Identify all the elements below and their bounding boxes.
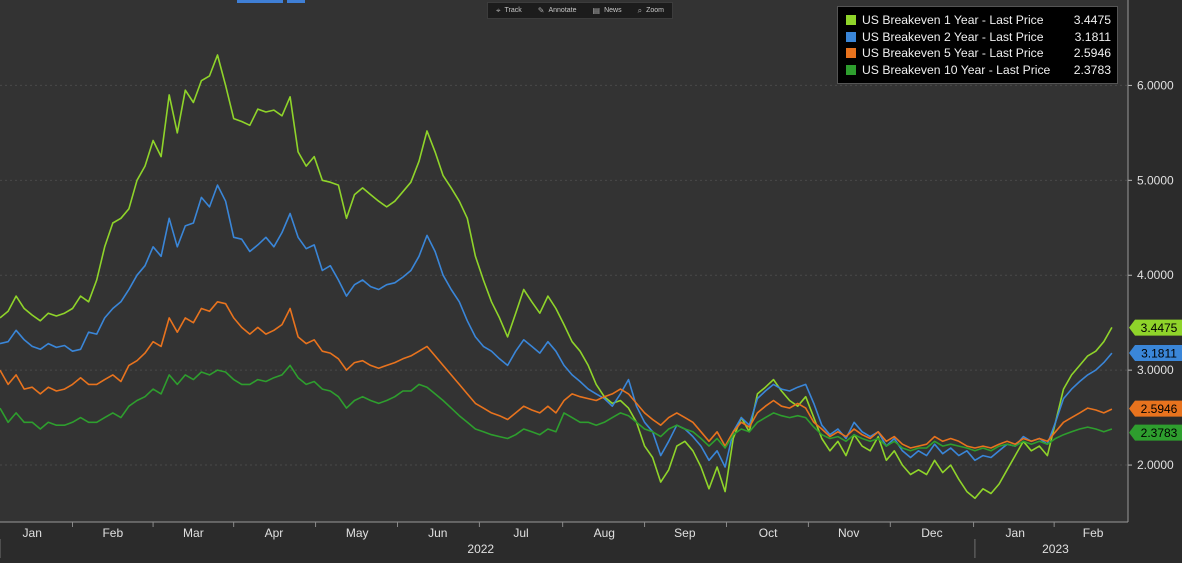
last-price-label: 3.1811 bbox=[1141, 346, 1177, 360]
annotate-button[interactable]: ✎ Annotate bbox=[530, 3, 585, 18]
chart-legend[interactable]: US Breakeven 1 Year - Last Price 3.4475 … bbox=[837, 6, 1118, 84]
news-button[interactable]: ▤ News bbox=[585, 3, 630, 18]
legend-series-name: US Breakeven 1 Year - Last Price bbox=[862, 13, 1044, 28]
x-tick-label: Dec bbox=[921, 526, 942, 540]
series-line[interactable] bbox=[0, 364, 1113, 452]
legend-series-value: 2.3783 bbox=[1073, 62, 1111, 77]
track-label: Track bbox=[504, 7, 522, 14]
x-year-label: 2023 bbox=[1042, 542, 1069, 556]
zoom-label: Zoom bbox=[646, 7, 664, 14]
legend-item[interactable]: US Breakeven 5 Year - Last Price 2.5946 bbox=[846, 45, 1111, 62]
x-tick-label: Apr bbox=[265, 526, 284, 540]
tab-marker bbox=[287, 0, 305, 3]
legend-series-value: 3.4475 bbox=[1073, 13, 1111, 28]
last-price-label: 3.4475 bbox=[1141, 321, 1178, 335]
last-price-label: 2.5946 bbox=[1141, 402, 1178, 416]
legend-swatch bbox=[846, 31, 856, 42]
last-price-label: 2.3783 bbox=[1141, 426, 1178, 440]
legend-item[interactable]: US Breakeven 2 Year - Last Price 3.1811 bbox=[846, 29, 1111, 46]
x-tick-label: Jul bbox=[513, 526, 528, 540]
y-tick-label: 4.0000 bbox=[1137, 268, 1174, 282]
top-tab-markers bbox=[237, 0, 309, 3]
series-line[interactable] bbox=[0, 54, 1113, 500]
x-year-label: 2022 bbox=[467, 542, 494, 556]
x-tick-label: Mar bbox=[183, 526, 204, 540]
legend-series-name: US Breakeven 10 Year - Last Price bbox=[862, 62, 1051, 77]
tab-marker bbox=[237, 0, 283, 3]
last-price-badges: 3.4475 3.1811 2.5946 2.3783 bbox=[1129, 319, 1182, 441]
zoom-button[interactable]: ⌕ Zoom bbox=[630, 3, 672, 18]
legend-series-name: US Breakeven 5 Year - Last Price bbox=[862, 46, 1044, 61]
legend-item[interactable]: US Breakeven 10 Year - Last Price 2.3783 bbox=[846, 62, 1111, 79]
x-tick-label: Jan bbox=[23, 526, 42, 540]
chart-toolbar: ⌖ Track ✎ Annotate ▤ News ⌕ Zoom bbox=[487, 2, 673, 19]
x-tick-label: Feb bbox=[1083, 526, 1104, 540]
last-price-badge bbox=[1129, 344, 1182, 361]
x-axis: Jan Feb Mar Apr May Jun Jul Aug Sep Oct Nov Dec Jan F… bbox=[0, 521, 1128, 558]
magnifier-icon: ⌕ bbox=[637, 5, 643, 15]
legend-series-value: 3.1811 bbox=[1074, 29, 1111, 44]
series-line[interactable] bbox=[0, 184, 1113, 468]
y-tick-label: 6.0000 bbox=[1137, 78, 1174, 92]
x-tick-label: Sep bbox=[674, 526, 696, 540]
series-lines bbox=[0, 54, 1113, 500]
y-axis: 2.0000 3.0000 4.0000 5.0000 6.0000 bbox=[1127, 0, 1174, 522]
x-tick-label: Aug bbox=[594, 526, 615, 540]
x-tick-label: Jan bbox=[1006, 526, 1025, 540]
news-icon: ▤ bbox=[592, 6, 601, 15]
last-price-badge bbox=[1129, 424, 1182, 441]
x-tick-label: Nov bbox=[838, 526, 859, 540]
plot-area[interactable] bbox=[0, 0, 1128, 522]
last-price-badge bbox=[1129, 400, 1182, 417]
grid-lines bbox=[0, 84, 1128, 466]
x-tick-label: Jun bbox=[428, 526, 447, 540]
legend-swatch bbox=[846, 15, 856, 26]
news-label: News bbox=[604, 7, 622, 14]
legend-series-name: US Breakeven 2 Year - Last Price bbox=[862, 29, 1044, 44]
y-tick-label: 3.0000 bbox=[1137, 363, 1174, 377]
x-tick-label: Oct bbox=[759, 526, 778, 540]
series-line[interactable] bbox=[0, 301, 1113, 449]
y-tick-label: 2.0000 bbox=[1137, 458, 1174, 472]
legend-item[interactable]: US Breakeven 1 Year - Last Price 3.4475 bbox=[846, 12, 1111, 29]
x-tick-label: Feb bbox=[102, 526, 123, 540]
annotate-label: Annotate bbox=[548, 7, 577, 14]
track-button[interactable]: ⌖ Track bbox=[488, 3, 530, 18]
legend-series-value: 2.5946 bbox=[1073, 46, 1111, 61]
legend-swatch bbox=[846, 48, 856, 59]
y-tick-label: 5.0000 bbox=[1137, 173, 1174, 187]
x-tick-label: May bbox=[346, 526, 369, 540]
crosshair-icon: ⌖ bbox=[496, 5, 501, 15]
pencil-icon: ✎ bbox=[537, 6, 545, 15]
last-price-badge bbox=[1129, 319, 1182, 336]
legend-swatch bbox=[846, 64, 856, 75]
